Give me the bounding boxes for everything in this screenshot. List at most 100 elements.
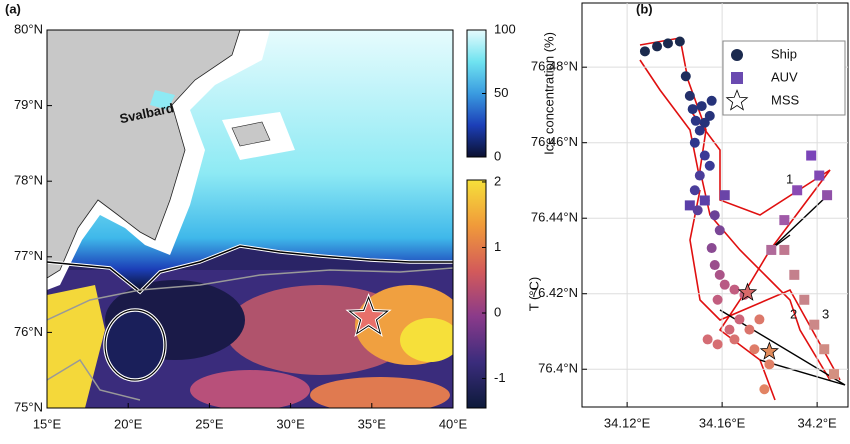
colorbar-tick-label: -1 bbox=[494, 370, 506, 385]
legend-label: MSS bbox=[771, 92, 800, 107]
auv-point bbox=[819, 344, 830, 355]
auv-point bbox=[799, 294, 810, 305]
colorbar-label: T (°C) bbox=[526, 277, 541, 312]
ship-point bbox=[699, 150, 710, 161]
ship-point bbox=[719, 279, 730, 290]
ship-point bbox=[689, 137, 700, 148]
auv-point bbox=[828, 369, 839, 380]
mss-point bbox=[737, 282, 758, 301]
ship-point bbox=[696, 101, 707, 112]
ship-point bbox=[694, 170, 705, 181]
legend-marker bbox=[725, 89, 749, 111]
x-tick-label: 20°E bbox=[114, 416, 143, 431]
colorbar-tick-label: 1 bbox=[494, 239, 501, 254]
ship-point bbox=[639, 46, 650, 57]
ship-point bbox=[690, 115, 701, 126]
ship-point bbox=[712, 294, 723, 305]
ship-point bbox=[764, 359, 775, 370]
auv-point bbox=[822, 190, 833, 201]
ship-point bbox=[706, 95, 717, 106]
legend-label: AUV bbox=[771, 69, 798, 84]
ship-point bbox=[687, 104, 698, 115]
ship-point bbox=[724, 324, 735, 335]
y-tick-label: 76.44°N bbox=[531, 210, 578, 225]
auv-point bbox=[792, 185, 803, 196]
ship-point bbox=[709, 210, 720, 221]
ship-point bbox=[702, 334, 713, 345]
y-tick-label: 75°N bbox=[14, 399, 43, 414]
y-tick-label: 76.42°N bbox=[531, 285, 578, 300]
ship-point bbox=[706, 243, 717, 254]
ship-point bbox=[709, 260, 720, 271]
ship-point bbox=[680, 71, 691, 82]
colorbar-tick-label: 0 bbox=[494, 304, 501, 319]
ship-point bbox=[714, 269, 725, 280]
auv-point bbox=[779, 244, 790, 255]
x-tick-label: 15°E bbox=[33, 416, 62, 431]
ship-point bbox=[729, 284, 740, 295]
map-frame bbox=[46, 29, 454, 409]
colorbar-label: Ice concentration (%) bbox=[541, 32, 556, 155]
ship-point bbox=[689, 185, 700, 196]
ship-point bbox=[712, 339, 723, 350]
x-tick-label: 40°E bbox=[439, 416, 468, 431]
ship-point bbox=[704, 160, 715, 171]
ship-point bbox=[694, 125, 705, 136]
path-annotation: 2 bbox=[790, 306, 797, 321]
y-tick-label: 76.46°N bbox=[531, 134, 578, 149]
auv-point bbox=[779, 215, 790, 226]
ship-point bbox=[662, 38, 673, 49]
ship-point bbox=[749, 344, 760, 355]
auv-point bbox=[699, 195, 710, 206]
x-tick-label: 34.12°E bbox=[604, 415, 651, 430]
ship-point bbox=[734, 314, 745, 325]
auv-point bbox=[806, 150, 817, 161]
panel-label: (a) bbox=[5, 1, 21, 16]
y-tick-label: 76.48°N bbox=[531, 59, 578, 74]
y-tick-label: 80°N bbox=[14, 21, 43, 36]
ship-point bbox=[704, 110, 715, 121]
auv-point bbox=[719, 190, 730, 201]
ship-point bbox=[674, 36, 685, 47]
x-tick-label: 34.2°E bbox=[798, 415, 838, 430]
ship-point bbox=[759, 384, 770, 395]
path-annotation: 3 bbox=[822, 306, 829, 321]
auv-point bbox=[766, 244, 777, 255]
colorbar bbox=[466, 179, 487, 409]
ship-point bbox=[684, 90, 695, 101]
colorbar-tick-label: 2 bbox=[494, 173, 501, 188]
x-tick-label: 35°E bbox=[358, 416, 387, 431]
colorbar-tick-label: 50 bbox=[494, 85, 508, 100]
auv-point bbox=[789, 269, 800, 280]
panel-label: (b) bbox=[636, 1, 653, 16]
colorbar-tick-label: 100 bbox=[494, 21, 516, 36]
legend-marker bbox=[731, 49, 743, 61]
ship-point bbox=[692, 205, 703, 216]
legend-marker bbox=[731, 72, 743, 84]
legend-label: Ship bbox=[771, 46, 797, 61]
auv-point bbox=[814, 170, 825, 181]
ship-point bbox=[744, 324, 755, 335]
station-star-outline bbox=[348, 295, 389, 335]
x-tick-label: 25°E bbox=[195, 416, 224, 431]
path-annotation: 1 bbox=[786, 171, 793, 186]
auv-point bbox=[684, 200, 695, 211]
mss-point bbox=[759, 341, 779, 360]
auv-point bbox=[809, 319, 820, 330]
y-tick-label: 76°N bbox=[14, 324, 43, 339]
ship-point bbox=[714, 225, 725, 236]
y-tick-label: 78°N bbox=[14, 173, 43, 188]
x-tick-label: 30°E bbox=[276, 416, 305, 431]
ship-point bbox=[754, 314, 765, 325]
y-tick-label: 77°N bbox=[14, 248, 43, 263]
legend-box bbox=[722, 40, 846, 116]
colorbar-tick-label: 0 bbox=[494, 148, 501, 163]
map-background bbox=[47, 30, 453, 408]
ship-point bbox=[729, 334, 740, 345]
x-tick-label: 34.16°E bbox=[699, 415, 746, 430]
y-tick-label: 79°N bbox=[14, 97, 43, 112]
plot-frame bbox=[581, 2, 849, 408]
y-tick-label: 76.4°N bbox=[538, 361, 578, 376]
ship-point bbox=[652, 41, 663, 52]
